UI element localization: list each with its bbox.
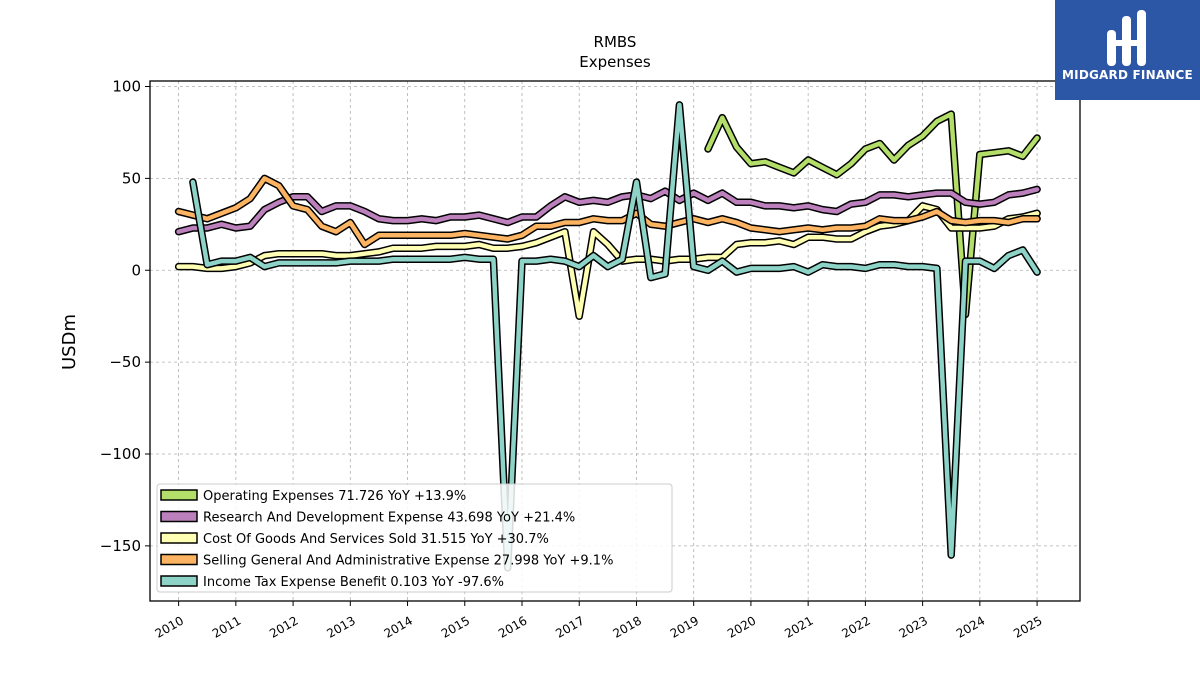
legend-label: Operating Expenses 71.726 YoY +13.9% <box>203 489 466 504</box>
x-tick-label: 2018 <box>611 613 644 640</box>
chart-title: RMBS <box>594 33 637 51</box>
x-tick-label: 2022 <box>839 613 872 640</box>
legend-label: Income Tax Expense Benefit 0.103 YoY -97… <box>203 575 504 590</box>
x-tick-label: 2023 <box>897 613 930 640</box>
x-tick-label: 2025 <box>1011 613 1044 640</box>
chart-subtitle: Expenses <box>579 53 651 71</box>
y-tick-label: 100 <box>112 78 141 96</box>
x-tick-label: 2014 <box>382 613 415 640</box>
legend-label: Cost Of Goods And Services Sold 31.515 Y… <box>203 532 549 547</box>
x-tick-label: 2010 <box>153 613 186 640</box>
legend-swatch <box>160 575 198 587</box>
legend-swatch <box>160 532 198 544</box>
series-line-operating-expenses <box>705 111 1040 317</box>
series-line-income-tax-expense-benefit <box>190 102 1040 571</box>
y-tick-label: 50 <box>122 169 141 187</box>
grid <box>150 81 1080 601</box>
series-line-selling-general-and-administrative-expense <box>176 176 1040 247</box>
y-tick-label: −100 <box>100 445 141 463</box>
x-tick-label: 2019 <box>668 613 701 640</box>
x-tick-label: 2011 <box>210 613 243 640</box>
series-layer <box>174 101 1041 572</box>
legend-swatch <box>160 510 198 523</box>
x-tick-label: 2024 <box>954 613 987 640</box>
legend-label: Research And Development Expense 43.698 … <box>203 511 575 526</box>
plot-frame <box>149 80 1081 602</box>
legend-swatch <box>160 553 198 566</box>
x-tick-label: 2017 <box>553 613 586 640</box>
x-tick-label: 2020 <box>725 613 758 640</box>
x-tick-label: 2021 <box>782 613 815 640</box>
legend-label: Selling General And Administrative Expen… <box>203 554 613 569</box>
series-line-research-and-development-expense <box>176 187 1040 234</box>
x-tick-label: 2015 <box>439 613 472 640</box>
x-tick-label: 2013 <box>324 613 357 640</box>
x-tick-label: 2016 <box>496 613 529 640</box>
legend: Operating Expenses 71.726 YoY +13.9% Rese… <box>156 483 673 593</box>
x-tick-label: 2012 <box>267 613 300 640</box>
y-tick-label: −50 <box>109 353 141 371</box>
legend-box <box>156 483 673 593</box>
legend-swatch <box>160 489 198 501</box>
brand-logo: MIDGARD FINANCE <box>1055 0 1200 100</box>
brand-name: MIDGARD FINANCE <box>1062 68 1193 82</box>
y-axis-label: USDm <box>59 314 80 370</box>
y-tick-label: −150 <box>100 537 141 555</box>
brand-mark-icon <box>1107 10 1146 66</box>
y-tick-label: 0 <box>131 261 141 279</box>
